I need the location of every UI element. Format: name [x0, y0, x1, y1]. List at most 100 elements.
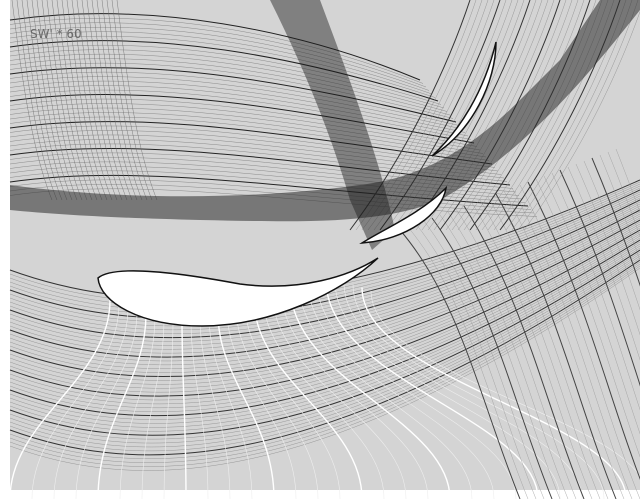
- mesh-line: [56, 0, 98, 201]
- mesh-line: [9, 267, 640, 471]
- mesh-line: [607, 151, 640, 237]
- mesh-line: [9, 44, 442, 105]
- mesh-line: [9, 257, 640, 452]
- mesh-line: [9, 13, 421, 81]
- mesh-line: [535, 178, 640, 458]
- mesh-line: [116, 0, 158, 201]
- mesh-line: [9, 103, 481, 151]
- mesh-line: [9, 18, 424, 84]
- mesh-line: [119, 316, 156, 499]
- mesh-line: [9, 255, 640, 448]
- mesh-line: [9, 203, 640, 346]
- mesh-line: [26, 0, 68, 201]
- mesh-line: [11, 0, 53, 201]
- mesh-line: [36, 0, 78, 201]
- mesh-line: [181, 319, 187, 499]
- mesh-line: [399, 229, 521, 499]
- mesh-line: [551, 172, 640, 411]
- mesh-line: [433, 0, 555, 231]
- mesh-line: [9, 207, 640, 354]
- slot-band: [270, 0, 395, 250]
- mesh-line: [559, 169, 640, 387]
- mesh-line: [9, 53, 448, 112]
- overlay-label: SW' * 60: [30, 27, 82, 41]
- mesh-line: [9, 49, 445, 109]
- flap-element: [359, 185, 448, 244]
- main-element: [97, 257, 379, 327]
- mesh-line: [9, 253, 640, 444]
- mesh-line: [527, 181, 640, 480]
- mesh-line: [253, 298, 363, 499]
- mesh-line: [316, 280, 517, 499]
- mesh-line: [9, 31, 433, 95]
- mesh-line: [97, 314, 147, 499]
- mesh-line: [9, 94, 475, 144]
- mesh-line: [9, 116, 490, 161]
- mesh-line: [423, 220, 545, 499]
- mesh-line: [81, 0, 123, 201]
- mesh-line: [519, 184, 640, 499]
- mesh-line: [9, 237, 640, 412]
- mesh-line: [9, 205, 640, 350]
- mesh-line: [9, 239, 640, 417]
- mesh-line: [31, 303, 120, 499]
- mesh-line: [615, 148, 640, 213]
- mesh-line: [96, 0, 138, 201]
- mesh-line: [370, 290, 640, 477]
- upper-element: [431, 41, 497, 157]
- mesh-line: [575, 163, 640, 336]
- mesh-line: [517, 0, 639, 231]
- mesh-line: [9, 67, 457, 123]
- mesh-line: [495, 193, 617, 499]
- mesh-line: [9, 89, 472, 140]
- mesh-line: [298, 282, 473, 499]
- mesh-line: [9, 263, 640, 463]
- wake-band: [10, 0, 640, 222]
- mesh-line: [271, 291, 407, 499]
- mesh-line: [71, 0, 113, 201]
- mesh-line: [567, 166, 640, 361]
- mesh-line: [9, 76, 463, 130]
- mesh-line: [217, 313, 275, 499]
- mesh-line: [31, 0, 73, 201]
- mesh-line: [9, 241, 640, 420]
- mesh-line: [9, 209, 640, 358]
- mesh-line: [76, 0, 118, 201]
- mesh-line: [66, 0, 108, 201]
- mesh-line: [343, 282, 583, 499]
- mesh-line: [9, 261, 640, 459]
- mesh-line: [101, 0, 143, 201]
- mesh-line: [9, 195, 640, 330]
- mesh-line: [503, 190, 625, 499]
- mesh-line: [9, 223, 640, 385]
- mesh-line: [9, 249, 640, 436]
- mesh-line: [9, 85, 469, 137]
- mesh-line: [244, 302, 341, 499]
- mesh-line: [9, 231, 640, 401]
- mesh-line: [289, 284, 451, 499]
- mesh-line: [9, 211, 640, 362]
- mesh-line: [9, 98, 478, 147]
- mesh-line: [46, 0, 88, 201]
- mesh-line: [9, 299, 111, 499]
- mesh-line: [106, 0, 148, 201]
- mesh-line: [9, 130, 499, 172]
- mesh-line: [9, 221, 640, 381]
- mesh-line: [447, 211, 569, 499]
- mesh-line: [9, 184, 535, 214]
- mesh-line: [9, 233, 640, 405]
- mesh-line: [9, 80, 466, 133]
- mesh-line: [455, 208, 577, 499]
- mesh-line: [9, 259, 640, 456]
- mesh-line: [427, 0, 549, 231]
- mesh-line: [9, 36, 436, 98]
- mesh-line: [9, 251, 640, 440]
- mesh-line: [208, 316, 253, 499]
- mesh-line: [235, 306, 319, 499]
- mesh-line: [16, 0, 58, 201]
- mesh-line: [523, 11, 640, 231]
- mesh-line: [9, 219, 640, 378]
- mesh-line: [599, 154, 640, 262]
- mesh-line: [262, 294, 385, 499]
- mesh-line: [9, 225, 640, 389]
